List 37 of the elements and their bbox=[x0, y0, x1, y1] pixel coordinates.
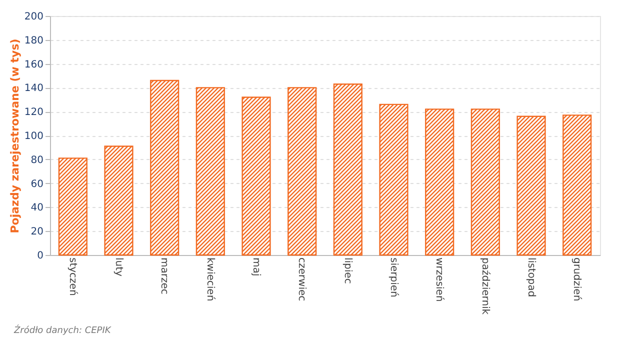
bar bbox=[104, 146, 134, 256]
bar bbox=[333, 84, 362, 256]
text: Źródło danych: CEPIK bbox=[14, 326, 111, 336]
y-tick-label: 180 bbox=[24, 35, 44, 46]
y-tick-label: 60 bbox=[30, 178, 44, 190]
x-tick-label: maj bbox=[250, 258, 262, 276]
y-tick-label: 0 bbox=[37, 250, 44, 262]
y-axis-title: Pojazdy zarejestrowane (w tys) bbox=[8, 38, 22, 234]
bar bbox=[425, 108, 454, 256]
y-tick-label: 160 bbox=[24, 59, 44, 70]
x-tick-label: grudzień bbox=[571, 258, 584, 302]
bar bbox=[196, 87, 225, 256]
bar bbox=[562, 114, 592, 256]
bar bbox=[288, 87, 317, 256]
x-tick-label: luty bbox=[112, 258, 124, 277]
bar bbox=[516, 116, 546, 256]
bar bbox=[379, 104, 408, 256]
x-tick-label: wrzesień bbox=[434, 258, 446, 302]
bar bbox=[470, 108, 500, 256]
y-tick-label: 140 bbox=[24, 83, 44, 94]
x-tick-label: sierpień bbox=[388, 258, 400, 298]
x-tick-label: lipiec bbox=[342, 258, 353, 284]
y-tick-label: 80 bbox=[30, 154, 44, 166]
y-tick-label: 20 bbox=[30, 226, 44, 238]
bar bbox=[150, 80, 180, 256]
y-tick-label: 200 bbox=[24, 12, 44, 22]
bar bbox=[58, 158, 88, 256]
y-tick-label: 100 bbox=[24, 131, 44, 142]
x-tick-label: czerwiec bbox=[296, 258, 308, 302]
y-tick-label: 120 bbox=[24, 107, 44, 118]
y-tick-label: 40 bbox=[30, 202, 44, 214]
x-tick-label: kwiecień bbox=[204, 258, 216, 302]
x-tick-label: marzec bbox=[158, 258, 170, 294]
bar bbox=[242, 96, 271, 256]
x-tick-label: październik bbox=[479, 258, 492, 315]
x-tick-label: styczeń bbox=[66, 258, 79, 296]
x-tick-label: listopad bbox=[525, 258, 536, 298]
